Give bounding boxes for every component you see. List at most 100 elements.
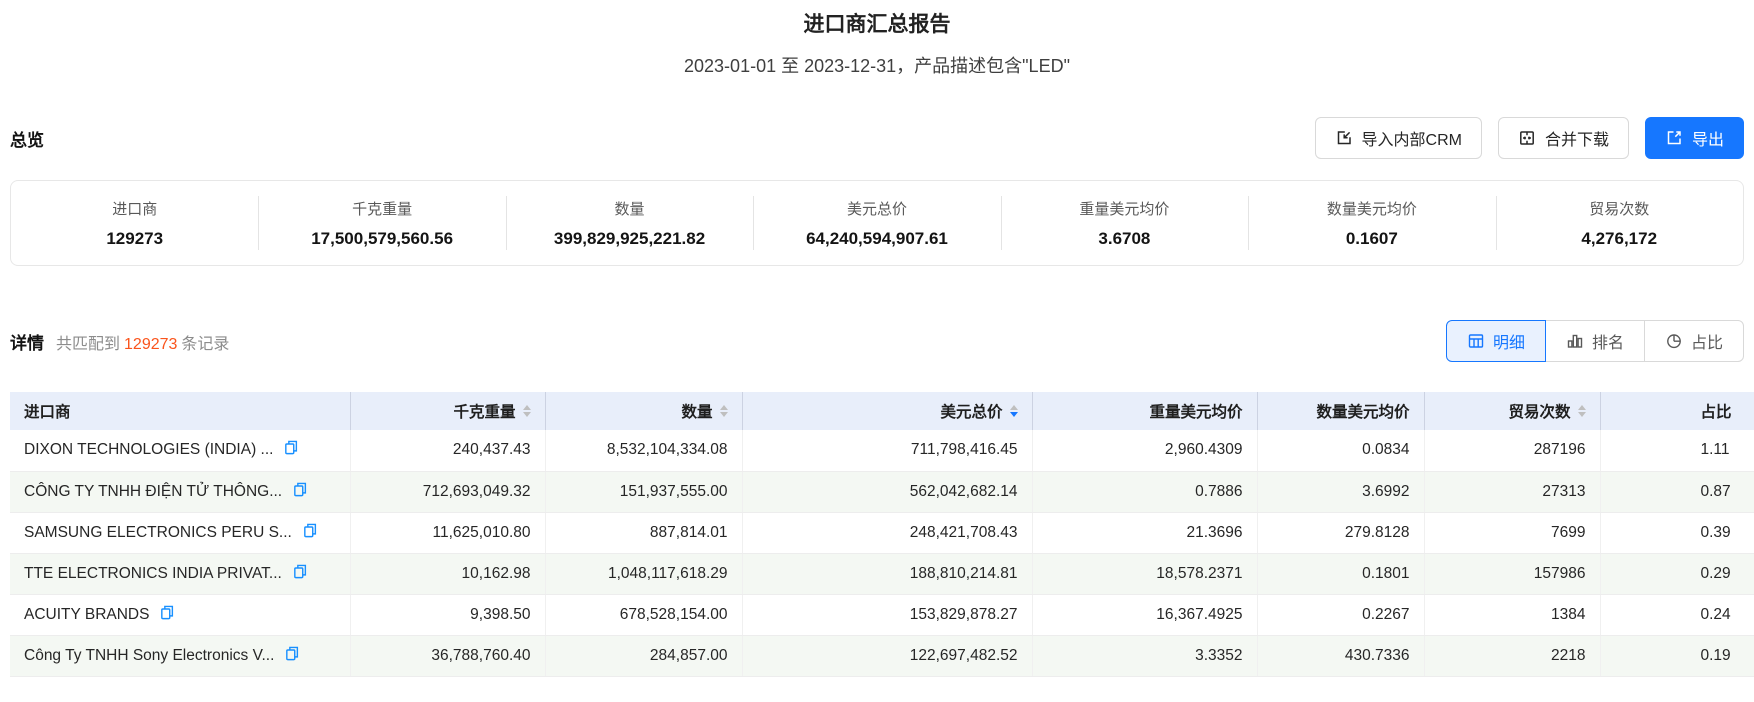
cell-usd-per-qty: 279.8128	[1257, 512, 1425, 554]
overview-stats-card: 进口商 129273 千克重量 17,500,579,560.56 数量 399…	[10, 180, 1744, 266]
table-row: CÔNG TY TNHH ĐIỆN TỬ THÔNG... 712,693,04…	[10, 471, 1754, 513]
details-section-title: 详情	[10, 333, 44, 353]
copy-icon[interactable]	[284, 645, 300, 667]
stat-value: 17,500,579,560.56	[311, 228, 454, 248]
sorter-icon	[522, 405, 531, 417]
column-header-share: 占比	[1600, 392, 1754, 430]
export-label: 导出	[1691, 132, 1724, 149]
column-header-quantity[interactable]: 数量	[545, 392, 743, 430]
cell-quantity: 887,814.01	[545, 512, 743, 554]
export-button[interactable]: 导出	[1644, 117, 1744, 159]
column-header-usd-per-qty: 数量美元均价	[1257, 392, 1425, 430]
merge-download-button[interactable]: 合并下载	[1497, 117, 1629, 159]
column-label: 贸易次数	[1508, 404, 1571, 421]
column-header-kg-weight[interactable]: 千克重量	[350, 392, 546, 430]
import-crm-button[interactable]: 导入内部CRM	[1314, 117, 1482, 159]
tab-detail[interactable]: 明细	[1445, 320, 1546, 362]
sorter-icon-active-desc	[1009, 405, 1018, 417]
cell-trade-count: 7699	[1424, 512, 1601, 554]
table-row: SAMSUNG ELECTRONICS PERU S... 11,625,010…	[10, 512, 1754, 554]
cell-usd-per-kg: 0.7886	[1032, 471, 1258, 513]
cell-usd-per-kg: 2,960.4309	[1032, 430, 1258, 472]
stat-value: 4,276,172	[1581, 228, 1658, 248]
page-title: 进口商汇总报告	[803, 13, 951, 36]
table-icon	[1467, 332, 1485, 350]
cell-usd-total: 248,421,708.43	[742, 512, 1033, 554]
cell-quantity: 284,857.00	[545, 635, 743, 677]
cell-usd-per-qty: 3.6992	[1257, 471, 1425, 513]
sorter-icon	[1577, 405, 1586, 417]
match-prefix: 共匹配到	[56, 335, 121, 353]
cell-kg-weight: 10,162.98	[350, 553, 546, 595]
copy-icon[interactable]	[292, 563, 308, 585]
stat-value: 0.1607	[1345, 228, 1398, 248]
table-row: Công Ty TNHH Sony Electronics V... 36,78…	[10, 635, 1754, 677]
column-label: 进口商	[24, 404, 71, 421]
cell-trade-count: 2218	[1424, 635, 1601, 677]
stat-label: 数量美元均价	[1326, 200, 1417, 218]
tab-share[interactable]: 占比	[1643, 320, 1744, 362]
cell-share: 1.11	[1600, 430, 1754, 472]
table-header-row: 进口商 千克重量 数量 美元总价 重量美元均价	[10, 392, 1754, 430]
copy-icon[interactable]	[283, 439, 299, 461]
tab-detail-label: 明细	[1492, 335, 1525, 352]
table-row: DIXON TECHNOLOGIES (INDIA) ... 240,437.4…	[10, 430, 1754, 472]
cell-kg-weight: 9,398.50	[350, 594, 546, 636]
importer-name: CÔNG TY TNHH ĐIỆN TỬ THÔNG...	[24, 482, 283, 500]
import-crm-label: 导入内部CRM	[1361, 132, 1462, 149]
match-info: 共匹配到 129273 条记录	[56, 330, 229, 354]
cell-usd-per-kg: 18,578.2371	[1032, 553, 1258, 595]
column-header-usd-total[interactable]: 美元总价	[742, 392, 1033, 430]
cell-trade-count: 287196	[1424, 430, 1601, 472]
column-label: 数量美元均价	[1316, 404, 1410, 421]
cell-usd-total: 153,829,878.27	[742, 594, 1033, 636]
view-tabs: 明细 排名 占比	[1445, 320, 1744, 362]
stat-value: 399,829,925,221.82	[553, 228, 706, 248]
cell-quantity: 1,048,117,618.29	[545, 553, 743, 595]
overview-section-title: 总览	[10, 130, 44, 150]
stat-label: 数量	[614, 200, 645, 218]
cell-kg-weight: 36,788,760.40	[350, 635, 546, 677]
column-header-importer: 进口商	[10, 392, 351, 430]
importer-name: DIXON TECHNOLOGIES (INDIA) ...	[24, 441, 274, 459]
column-label: 重量美元均价	[1149, 404, 1243, 421]
cell-usd-total: 562,042,682.14	[742, 471, 1033, 513]
cell-share: 0.19	[1600, 635, 1754, 677]
tab-ranking-label: 排名	[1591, 335, 1624, 352]
copy-icon[interactable]	[302, 522, 318, 544]
cell-quantity: 151,937,555.00	[545, 471, 743, 513]
cell-kg-weight: 712,693,049.32	[350, 471, 546, 513]
stat-label: 千克重量	[352, 200, 413, 218]
tab-ranking[interactable]: 排名	[1544, 320, 1645, 362]
column-label: 数量	[681, 404, 713, 421]
cell-trade-count: 27313	[1424, 471, 1601, 513]
report-date-range: 2023-01-01 至 2023-12-31，产品描述包含"LED"	[684, 56, 1070, 76]
cell-share: 0.87	[1600, 471, 1754, 513]
export-icon	[1665, 129, 1683, 147]
cell-usd-per-kg: 3.3352	[1032, 635, 1258, 677]
stat-value: 129273	[106, 228, 164, 248]
importer-name: SAMSUNG ELECTRONICS PERU S...	[24, 523, 292, 541]
details-bar: 详情 共匹配到 129273 条记录 明细 排名	[0, 320, 1754, 362]
table-row: ACUITY BRANDS 9,398.50 678,528,154.00 15…	[10, 594, 1754, 636]
stat-label: 美元总价	[846, 200, 907, 218]
cell-quantity: 8,532,104,334.08	[545, 430, 743, 472]
cell-usd-per-qty: 0.1801	[1257, 553, 1425, 595]
importers-table: 进口商 千克重量 数量 美元总价 重量美元均价	[10, 392, 1754, 677]
copy-icon[interactable]	[292, 481, 308, 503]
cell-usd-per-qty: 0.2267	[1257, 594, 1425, 636]
table-row: TTE ELECTRONICS INDIA PRIVAT... 10,162.9…	[10, 553, 1754, 595]
importer-name: ACUITY BRANDS	[24, 605, 150, 623]
column-label: 千克重量	[453, 404, 516, 421]
stat-label: 重量美元均价	[1079, 200, 1170, 218]
cell-quantity: 678,528,154.00	[545, 594, 743, 636]
cell-usd-per-kg: 21.3696	[1032, 512, 1258, 554]
column-header-trade-count[interactable]: 贸易次数	[1424, 392, 1601, 430]
merge-icon	[1518, 129, 1536, 147]
column-header-usd-per-kg: 重量美元均价	[1032, 392, 1258, 430]
cell-kg-weight: 240,437.43	[350, 430, 546, 472]
import-icon	[1335, 129, 1353, 147]
stat-usd-total: 美元总价 64,240,594,907.61	[753, 181, 1000, 265]
copy-icon[interactable]	[159, 604, 175, 626]
cell-usd-total: 711,798,416.45	[742, 430, 1033, 472]
